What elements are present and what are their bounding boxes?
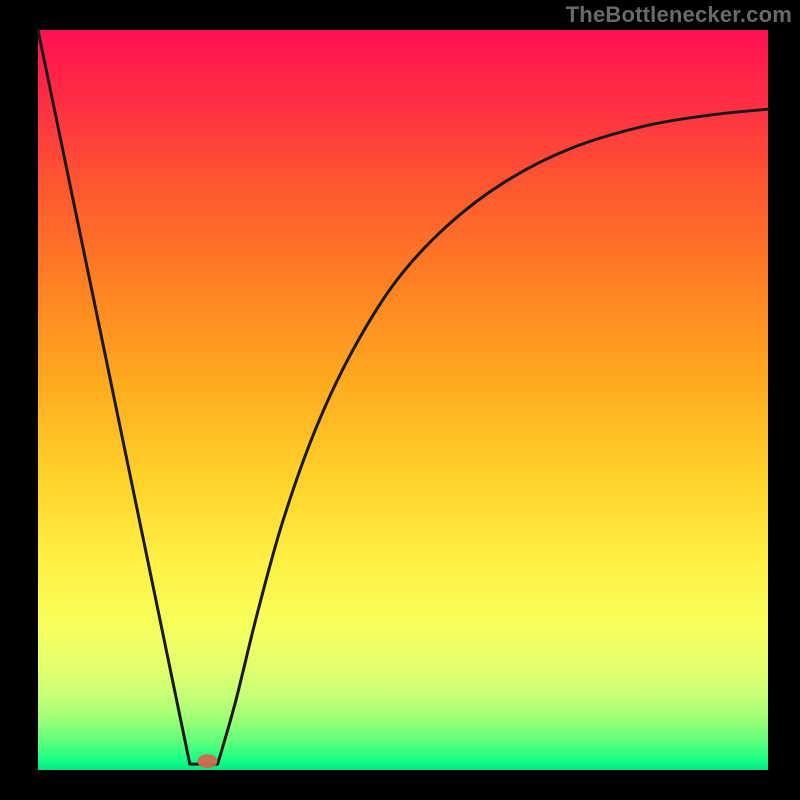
attribution-text: TheBottlenecker.com (566, 2, 792, 28)
chart-frame: { "attribution": { "text": "TheBottlenec… (0, 0, 800, 800)
optimum-marker (197, 754, 217, 768)
plot-background (38, 30, 768, 770)
bottleneck-chart (0, 0, 800, 800)
